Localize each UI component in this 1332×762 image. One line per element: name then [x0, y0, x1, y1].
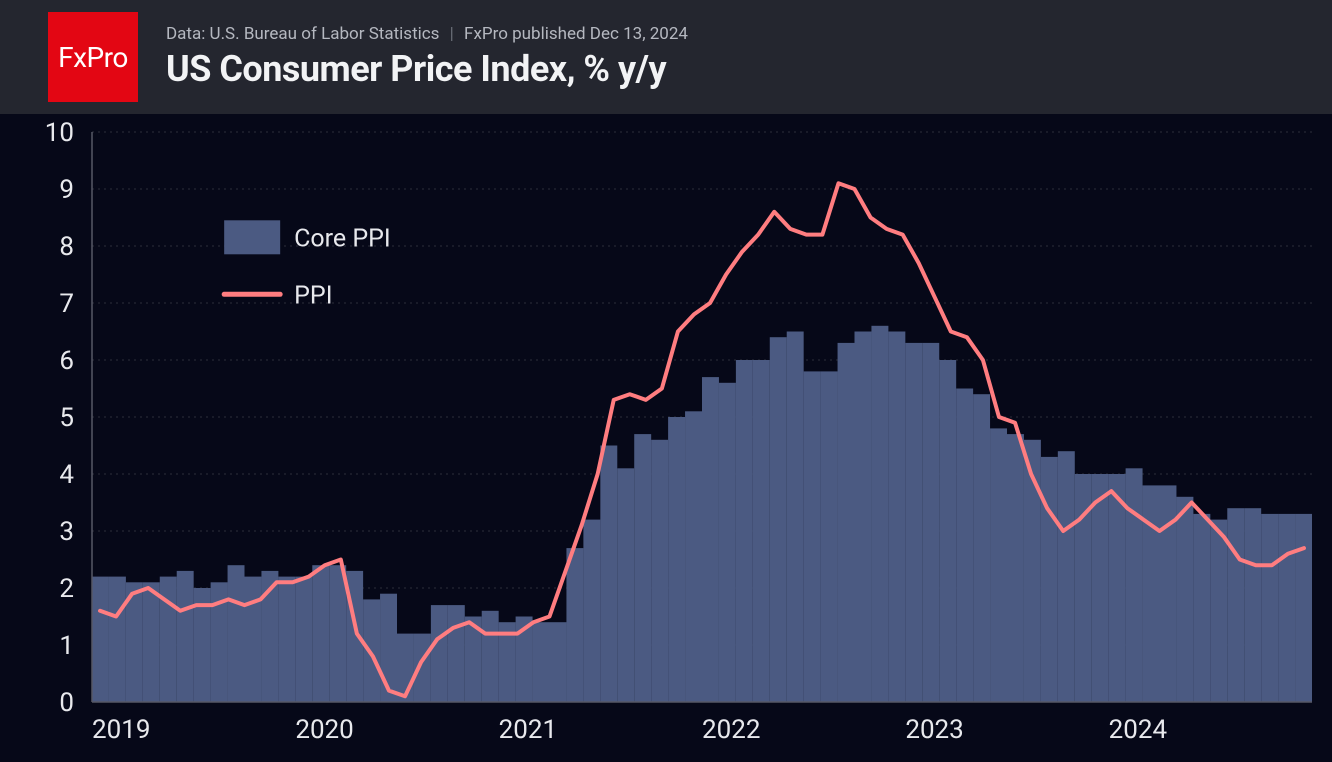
y-axis-label: 1 [59, 631, 74, 661]
y-axis-label: 0 [59, 688, 74, 718]
bar-core-ppi [1041, 457, 1058, 702]
bar-core-ppi [533, 622, 550, 702]
bar-core-ppi [804, 371, 821, 702]
bar-core-ppi [1160, 485, 1177, 702]
bar-core-ppi [922, 343, 939, 702]
bar-core-ppi [160, 577, 177, 702]
bar-core-ppi [736, 360, 753, 702]
logo-text: FxPro [58, 41, 128, 74]
y-axis-label: 4 [59, 460, 74, 490]
bar-core-ppi [177, 571, 194, 702]
bar-core-ppi [245, 577, 262, 702]
bar-core-ppi [1193, 514, 1210, 702]
bar-core-ppi [973, 394, 990, 702]
fxpro-logo: FxPro [48, 12, 138, 102]
x-axis-label: 2020 [295, 715, 353, 745]
bar-core-ppi [329, 565, 346, 702]
bar-core-ppi [770, 337, 787, 702]
bar-core-ppi [1126, 468, 1143, 702]
bar-core-ppi [719, 383, 736, 702]
y-axis-label: 2 [59, 574, 74, 604]
bar-core-ppi [1007, 434, 1024, 702]
bar-core-ppi [109, 577, 126, 702]
chart-subtitle: Data: U.S. Bureau of Labor Statistics | … [166, 24, 688, 44]
bar-core-ppi [1244, 508, 1261, 702]
bar-core-ppi [1295, 514, 1312, 702]
bar-core-ppi [448, 605, 465, 702]
bar-core-ppi [905, 343, 922, 702]
bar-core-ppi [600, 446, 617, 703]
legend-swatch-core-ppi [224, 220, 280, 254]
y-axis-label: 5 [59, 403, 74, 433]
bar-core-ppi [838, 343, 855, 702]
bar-core-ppi [1092, 474, 1109, 702]
bar-core-ppi [685, 411, 702, 702]
bar-core-ppi [295, 577, 312, 702]
y-axis-label: 9 [59, 175, 74, 205]
bar-core-ppi [278, 577, 295, 702]
bar-core-ppi [143, 582, 160, 702]
bar-core-ppi [1143, 485, 1160, 702]
bar-core-ppi [583, 520, 600, 702]
x-axis-label: 2019 [92, 715, 150, 745]
bar-core-ppi [787, 332, 804, 703]
bar-core-ppi [312, 565, 329, 702]
legend-label-core-ppi: Core PPI [294, 224, 391, 253]
bar-core-ppi [617, 468, 634, 702]
bar-core-ppi [1109, 474, 1126, 702]
bar-core-ppi [871, 326, 888, 702]
bar-core-ppi [1058, 451, 1075, 702]
bar-core-ppi [888, 332, 905, 703]
bar-core-ppi [431, 605, 448, 702]
bar-core-ppi [566, 548, 583, 702]
x-axis-label: 2021 [499, 715, 557, 745]
x-axis-label: 2023 [905, 715, 963, 745]
bar-core-ppi [1261, 514, 1278, 702]
bar-core-ppi [668, 417, 685, 702]
bar-core-ppi [1227, 508, 1244, 702]
y-axis-label: 6 [59, 346, 74, 376]
bar-core-ppi [1176, 497, 1193, 702]
bar-core-ppi [1210, 520, 1227, 702]
subtitle-source: Data: U.S. Bureau of Labor Statistics [166, 24, 439, 44]
bar-core-ppi [939, 360, 956, 702]
y-axis-label: 8 [59, 232, 74, 262]
chart-area: 0 1 2 3 4 5 6 7 8 9 10 2019 2020 2021 2022 2023 2024 Core… [0, 114, 1332, 762]
bar-core-ppi [228, 565, 245, 702]
bar-core-ppi [1278, 514, 1295, 702]
chart-header: FxPro Data: U.S. Bureau of Labor Statist… [0, 0, 1332, 114]
bar-core-ppi [990, 428, 1007, 702]
header-text-block: Data: U.S. Bureau of Labor Statistics | … [166, 24, 688, 90]
bar-core-ppi [956, 389, 973, 703]
bar-core-ppi [855, 332, 872, 703]
y-axis-label: 10 [45, 118, 74, 148]
bar-core-ppi [651, 440, 668, 702]
bar-core-ppi [92, 577, 109, 702]
subtitle-separator: | [450, 24, 454, 44]
bar-core-ppi [363, 599, 380, 702]
x-axis-label: 2022 [702, 715, 760, 745]
chart-legend: Core PPI PPI [224, 220, 391, 310]
bar-core-ppi [634, 434, 651, 702]
bar-core-ppi [753, 360, 770, 702]
y-axis-label: 7 [59, 289, 74, 319]
bar-core-ppi [821, 371, 838, 702]
chart-svg: 0 1 2 3 4 5 6 7 8 9 10 2019 2020 2021 2022 2023 2024 Core… [0, 114, 1332, 762]
legend-label-ppi: PPI [294, 281, 332, 310]
chart-title: US Consumer Price Index, % y/y [166, 48, 688, 90]
bar-core-ppi [482, 611, 499, 702]
x-axis-label: 2024 [1109, 715, 1168, 745]
subtitle-published: FxPro published Dec 13, 2024 [464, 24, 688, 44]
y-axis-label: 3 [59, 517, 74, 547]
bar-core-ppi [702, 377, 719, 702]
bar-core-ppi [550, 622, 567, 702]
